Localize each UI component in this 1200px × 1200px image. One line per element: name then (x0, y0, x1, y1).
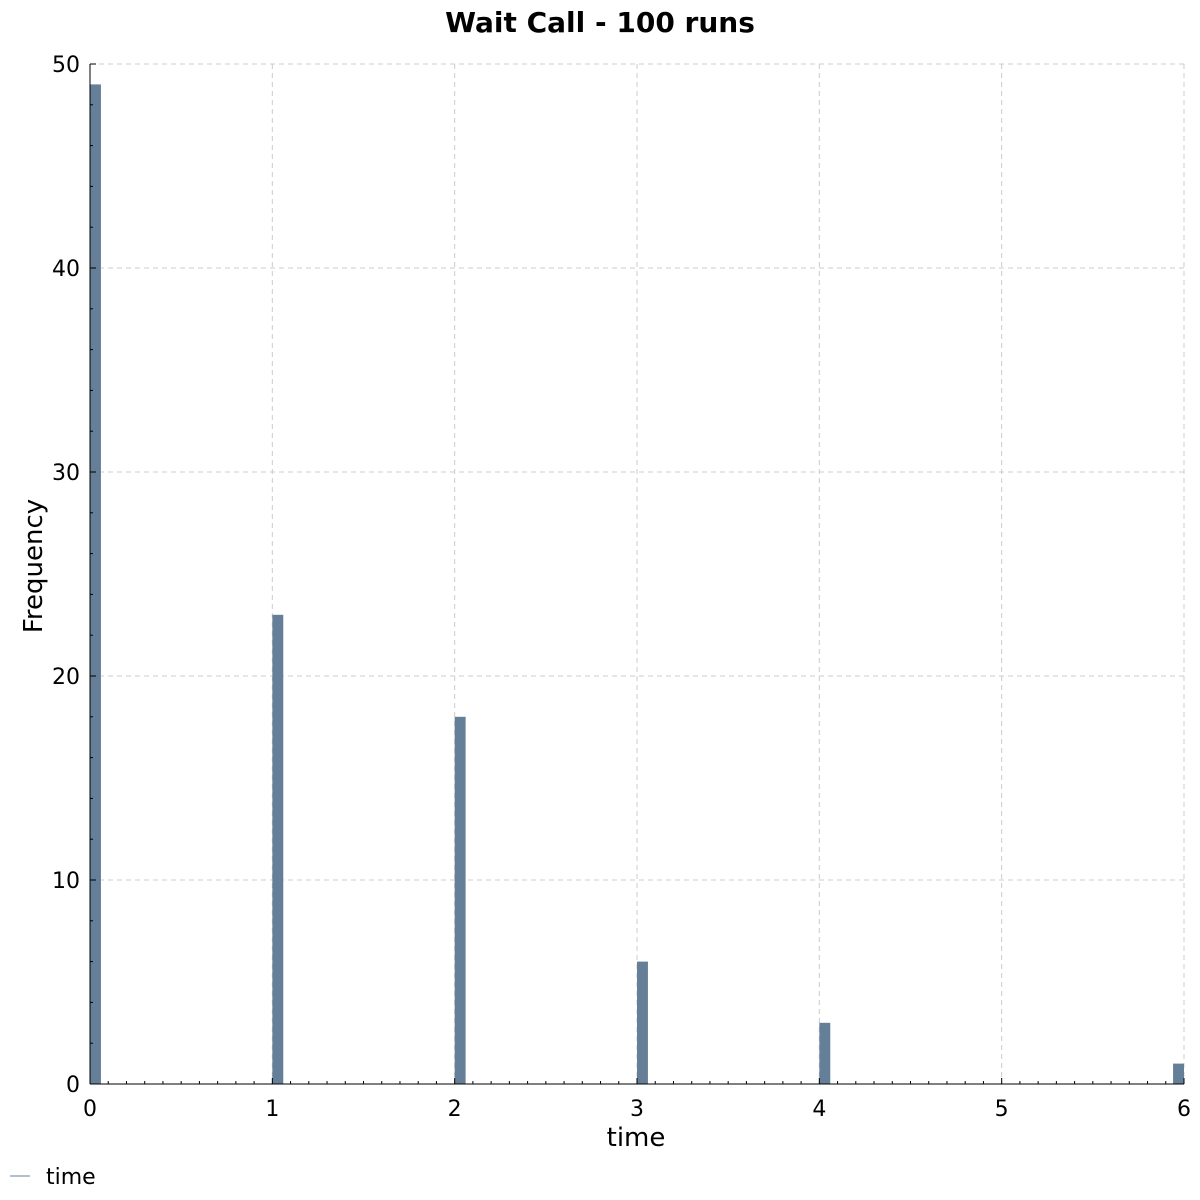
bar (90, 84, 101, 1084)
bar (819, 1022, 831, 1084)
bar (272, 614, 284, 1084)
axes (89, 63, 1185, 1085)
x-axis-label: time (607, 1123, 666, 1153)
bar (1173, 1063, 1184, 1084)
grid-lines (90, 63, 1185, 1084)
chart-title: Wait Call - 100 runs (445, 6, 755, 39)
x-tick-label: 1 (265, 1097, 279, 1122)
legend: time (10, 1165, 96, 1190)
legend-label: time (46, 1165, 96, 1190)
bars (90, 84, 1184, 1084)
y-axis-label: Frequency (19, 499, 49, 633)
y-tick-label: 40 (52, 257, 80, 282)
y-tick-labels: 0 10 20 30 40 50 (52, 53, 80, 1098)
x-tick-label: 4 (812, 1097, 826, 1122)
bar (454, 716, 466, 1084)
x-tick-label: 5 (995, 1097, 1009, 1122)
x-tick-label: 2 (448, 1097, 462, 1122)
bar (637, 961, 648, 1084)
y-tick-label: 0 (66, 1073, 80, 1098)
y-tick-label: 10 (52, 869, 80, 894)
x-tick-labels: 0 1 2 3 4 5 6 (83, 1097, 1191, 1122)
y-tick-label: 50 (52, 53, 80, 78)
y-tick-label: 20 (52, 665, 80, 690)
x-tick-label: 0 (83, 1097, 97, 1122)
y-tick-label: 30 (52, 461, 80, 486)
x-tick-label: 3 (630, 1097, 644, 1122)
x-tick-label: 6 (1177, 1097, 1191, 1122)
